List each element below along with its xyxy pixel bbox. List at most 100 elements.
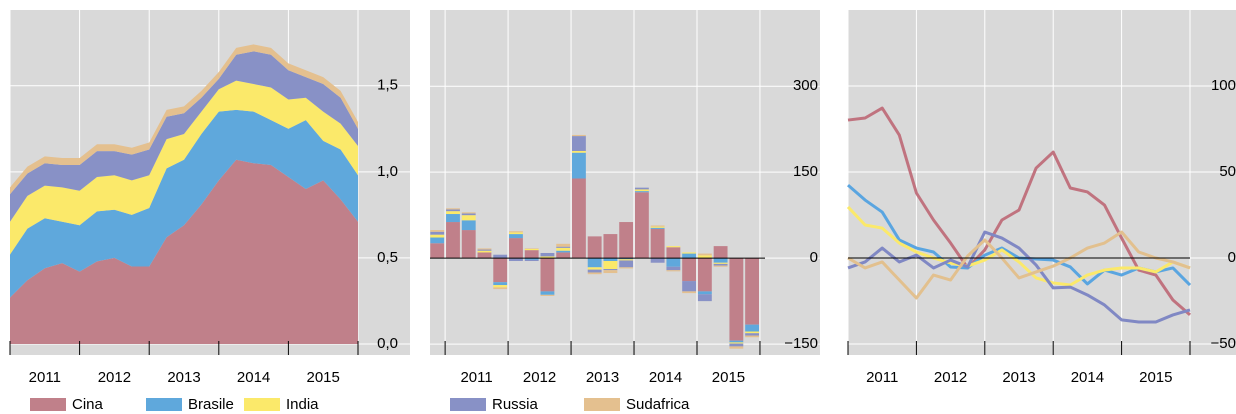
y-tick-label: 300 xyxy=(793,77,818,94)
area xyxy=(10,109,358,298)
legend-label: India xyxy=(286,396,319,413)
bar-segment xyxy=(571,150,586,153)
line xyxy=(847,230,1191,300)
bar-segment xyxy=(493,285,508,288)
bar-segment xyxy=(745,324,760,332)
bar-segment xyxy=(477,250,492,253)
bar-segment xyxy=(477,248,492,250)
x-tick-label: 2013 xyxy=(167,369,200,386)
bar-segment xyxy=(556,247,571,251)
bar-segment xyxy=(509,238,523,259)
bar-segment xyxy=(729,340,744,343)
bar-segment xyxy=(446,208,460,210)
bar-segment xyxy=(556,243,571,247)
legend-swatch xyxy=(450,398,486,411)
bar-segment xyxy=(524,248,539,251)
bar-segment xyxy=(729,258,744,341)
bar-segment xyxy=(634,187,649,190)
bar-segment xyxy=(745,258,760,325)
bar-segment xyxy=(745,335,760,338)
bar-segment xyxy=(713,263,728,266)
x-tick-label: 2012 xyxy=(523,369,556,386)
bar-segment xyxy=(509,231,523,233)
bar-segment xyxy=(650,226,665,228)
bar-segment xyxy=(571,178,586,259)
bar-segment xyxy=(540,294,555,296)
bar-segment xyxy=(650,227,665,229)
bar-segment xyxy=(619,222,634,259)
bar-segment xyxy=(603,269,618,271)
x-tick-label: 2013 xyxy=(1002,369,1035,386)
x-tick-label: 2011 xyxy=(29,369,61,386)
y-tick-label: 1,0 xyxy=(377,163,398,180)
area xyxy=(10,80,358,255)
bar-segment xyxy=(682,253,697,259)
bar-segment xyxy=(461,215,476,221)
bar-segment xyxy=(619,260,634,268)
bar-segment xyxy=(697,294,712,302)
bar-segment xyxy=(540,256,555,259)
bar-segment xyxy=(713,246,728,259)
y-tick-label: 150 xyxy=(793,163,818,180)
legend-swatch xyxy=(244,398,280,411)
legend-label: Cina xyxy=(72,396,104,413)
x-tick-label: 2011 xyxy=(460,369,492,386)
bar-segment xyxy=(650,225,665,227)
bar-segment xyxy=(587,258,602,268)
x-tick-label: 2011 xyxy=(866,369,898,386)
bar-segment xyxy=(509,258,523,262)
bar-segment xyxy=(509,232,523,235)
bar-segment xyxy=(682,258,697,282)
bar-segment xyxy=(493,254,508,259)
line xyxy=(846,205,1191,287)
bar-segment xyxy=(666,247,681,259)
bar-segment xyxy=(571,134,586,137)
bar-segment xyxy=(729,343,744,347)
bar-segment xyxy=(446,214,460,223)
legend-swatch xyxy=(30,398,66,411)
bar-segment xyxy=(650,228,665,259)
bar-segment xyxy=(697,258,712,292)
bar-segment xyxy=(430,230,445,232)
bar-segment xyxy=(571,152,586,179)
bar-segment xyxy=(446,209,460,212)
bar-segment xyxy=(587,272,602,275)
line xyxy=(847,106,1191,317)
y-tick-label: 50 xyxy=(1219,163,1236,180)
bar-segment xyxy=(682,281,697,292)
bar-segment xyxy=(650,258,665,263)
bar-segment xyxy=(745,331,760,334)
bar-segment xyxy=(603,234,618,259)
bar-segment xyxy=(524,250,539,259)
legend-swatch xyxy=(146,398,182,411)
bar-segment xyxy=(524,259,539,262)
bar-segment xyxy=(461,230,476,259)
bar-segment xyxy=(603,261,618,270)
bar-segment xyxy=(587,267,602,270)
bar-segment xyxy=(540,291,555,295)
bar-segment xyxy=(619,259,634,261)
bar-segment xyxy=(493,282,508,286)
bar-segment xyxy=(697,253,712,256)
bar-segment xyxy=(461,213,476,216)
bar-segment xyxy=(430,237,445,244)
bar-segment xyxy=(682,291,697,294)
bar-segment xyxy=(666,246,681,248)
bar-segment xyxy=(556,250,571,253)
bar-segment xyxy=(634,192,649,259)
bar-segment xyxy=(713,258,728,263)
bar-segment xyxy=(446,222,460,259)
legend-label: Sudafrica xyxy=(626,396,690,413)
legend-label: Brasile xyxy=(188,396,234,413)
x-tick-label: 2014 xyxy=(1071,369,1104,386)
y-tick-label: 0 xyxy=(810,249,818,266)
bar-segment xyxy=(493,287,508,290)
y-tick-label: 0 xyxy=(1228,249,1236,266)
x-tick-label: 2014 xyxy=(649,369,682,386)
bar-segment xyxy=(556,252,571,259)
bar-segment xyxy=(477,249,492,251)
x-tick-label: 2013 xyxy=(586,369,619,386)
bar-segment xyxy=(666,266,681,271)
bar-segment xyxy=(540,252,555,257)
